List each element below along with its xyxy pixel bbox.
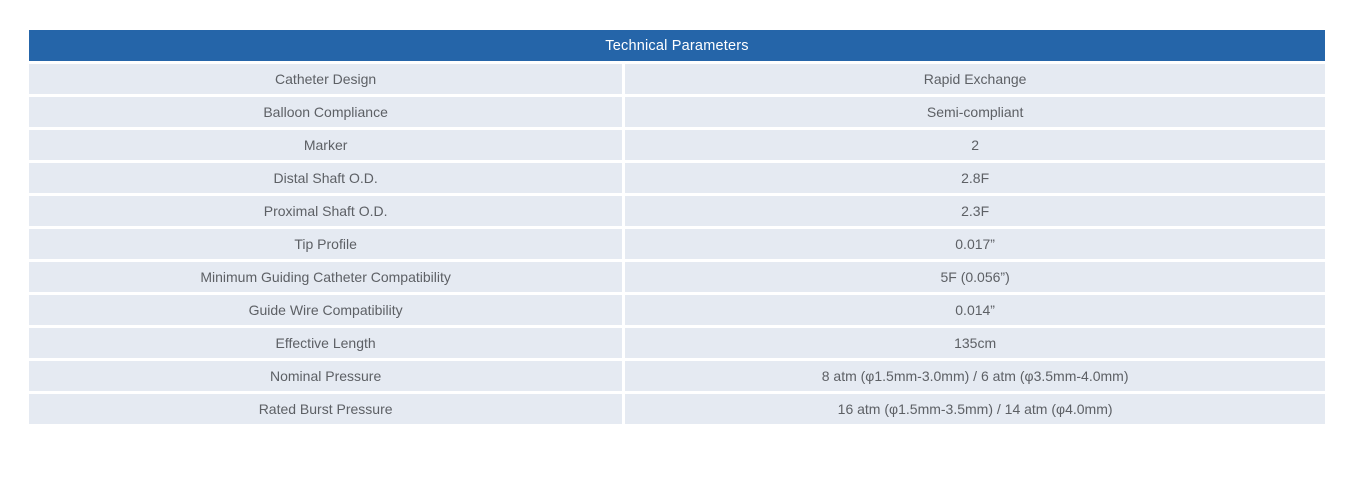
param-value-cell: 2 <box>622 127 1328 163</box>
param-name-cell: Catheter Design <box>25 61 626 97</box>
param-name-cell: Distal Shaft O.D. <box>25 160 626 196</box>
param-value-cell: 135cm <box>622 325 1328 361</box>
param-value-cell: Semi-compliant <box>622 94 1328 130</box>
technical-parameters-table: Technical Parameters Catheter Design Rap… <box>25 27 1328 427</box>
table-row: Balloon Compliance Semi-compliant <box>25 94 1328 130</box>
param-value-cell: 8 atm (φ1.5mm-3.0mm) / 6 atm (φ3.5mm-4.0… <box>622 358 1328 394</box>
param-name-cell: Guide Wire Compatibility <box>25 292 626 328</box>
table-row: Tip Profile 0.017” <box>25 226 1328 262</box>
table-header-row: Technical Parameters <box>26 27 1328 64</box>
table-row: Effective Length 135cm <box>25 325 1328 361</box>
table-row: Proximal Shaft O.D. 2.3F <box>25 193 1328 229</box>
param-value-cell: 5F (0.056”) <box>622 259 1328 295</box>
param-value-cell: 2.3F <box>622 193 1328 229</box>
param-name-cell: Balloon Compliance <box>25 94 626 130</box>
param-name-cell: Marker <box>25 127 626 163</box>
param-value-cell: 2.8F <box>622 160 1328 196</box>
param-value-cell: 16 atm (φ1.5mm-3.5mm) / 14 atm (φ4.0mm) <box>622 391 1328 427</box>
table-row: Rated Burst Pressure 16 atm (φ1.5mm-3.5m… <box>25 391 1328 427</box>
param-value-cell: 0.017” <box>622 226 1328 262</box>
param-name-cell: Minimum Guiding Catheter Compatibility <box>25 259 626 295</box>
param-name-cell: Tip Profile <box>25 226 626 262</box>
table-row: Minimum Guiding Catheter Compatibility 5… <box>25 259 1328 295</box>
table-row: Guide Wire Compatibility 0.014” <box>25 292 1328 328</box>
param-name-cell: Effective Length <box>25 325 626 361</box>
param-name-cell: Proximal Shaft O.D. <box>25 193 626 229</box>
param-name-cell: Rated Burst Pressure <box>25 391 626 427</box>
table-row: Distal Shaft O.D. 2.8F <box>25 160 1328 196</box>
param-name-cell: Nominal Pressure <box>25 358 626 394</box>
param-value-cell: Rapid Exchange <box>622 61 1328 97</box>
table-row: Nominal Pressure 8 atm (φ1.5mm-3.0mm) / … <box>25 358 1328 394</box>
table-row: Marker 2 <box>25 127 1328 163</box>
table-row: Catheter Design Rapid Exchange <box>25 61 1328 97</box>
param-value-cell: 0.014” <box>622 292 1328 328</box>
table-title: Technical Parameters <box>26 27 1328 64</box>
